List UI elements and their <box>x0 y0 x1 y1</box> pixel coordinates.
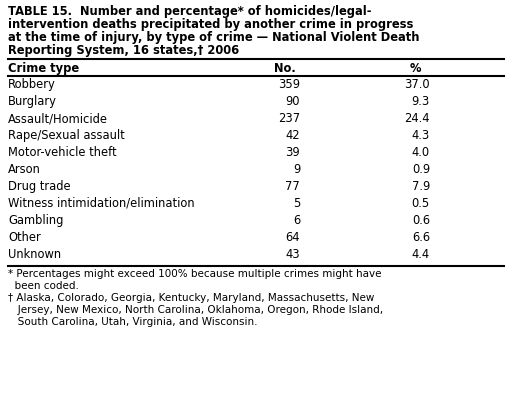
Text: Arson: Arson <box>8 163 41 176</box>
Text: Motor-vehicle theft: Motor-vehicle theft <box>8 146 117 159</box>
Text: 64: 64 <box>286 231 300 244</box>
Text: 77: 77 <box>285 180 300 193</box>
Text: 6: 6 <box>293 214 300 227</box>
Text: 7.9: 7.9 <box>412 180 430 193</box>
Text: 6.6: 6.6 <box>412 231 430 244</box>
Text: Other: Other <box>8 231 41 244</box>
Text: 43: 43 <box>285 248 300 261</box>
Text: intervention deaths precipitated by another crime in progress: intervention deaths precipitated by anot… <box>8 18 413 31</box>
Text: No.: No. <box>274 62 296 75</box>
Text: * Percentages might exceed 100% because multiple crimes might have: * Percentages might exceed 100% because … <box>8 269 381 279</box>
Text: South Carolina, Utah, Virginia, and Wisconsin.: South Carolina, Utah, Virginia, and Wisc… <box>8 317 258 327</box>
Text: Assault/Homicide: Assault/Homicide <box>8 112 108 125</box>
Text: 4.4: 4.4 <box>412 248 430 261</box>
Text: been coded.: been coded. <box>8 281 79 291</box>
Text: 90: 90 <box>286 95 300 108</box>
Text: 5: 5 <box>293 197 300 210</box>
Text: Burglary: Burglary <box>8 95 57 108</box>
Text: Reporting System, 16 states,† 2006: Reporting System, 16 states,† 2006 <box>8 44 239 57</box>
Text: TABLE 15.  Number and percentage* of homicides/legal-: TABLE 15. Number and percentage* of homi… <box>8 5 372 18</box>
Text: 4.0: 4.0 <box>412 146 430 159</box>
Text: 4.3: 4.3 <box>412 129 430 142</box>
Text: Crime type: Crime type <box>8 62 79 75</box>
Text: 0.5: 0.5 <box>412 197 430 210</box>
Text: Unknown: Unknown <box>8 248 61 261</box>
Text: at the time of injury, by type of crime — National Violent Death: at the time of injury, by type of crime … <box>8 31 419 44</box>
Text: 0.6: 0.6 <box>412 214 430 227</box>
Text: Witness intimidation/elimination: Witness intimidation/elimination <box>8 197 195 210</box>
Text: Robbery: Robbery <box>8 78 56 91</box>
Text: Drug trade: Drug trade <box>8 180 71 193</box>
Text: Jersey, New Mexico, North Carolina, Oklahoma, Oregon, Rhode Island,: Jersey, New Mexico, North Carolina, Okla… <box>8 305 383 315</box>
Text: 9.3: 9.3 <box>412 95 430 108</box>
Text: 24.4: 24.4 <box>404 112 430 125</box>
Text: 39: 39 <box>285 146 300 159</box>
Text: 37.0: 37.0 <box>404 78 430 91</box>
Text: 42: 42 <box>285 129 300 142</box>
Text: 359: 359 <box>278 78 300 91</box>
Text: 237: 237 <box>278 112 300 125</box>
Text: Gambling: Gambling <box>8 214 63 227</box>
Text: Rape/Sexual assault: Rape/Sexual assault <box>8 129 125 142</box>
Text: %: % <box>409 62 421 75</box>
Text: 9: 9 <box>293 163 300 176</box>
Text: 0.9: 0.9 <box>412 163 430 176</box>
Text: † Alaska, Colorado, Georgia, Kentucky, Maryland, Massachusetts, New: † Alaska, Colorado, Georgia, Kentucky, M… <box>8 293 374 303</box>
